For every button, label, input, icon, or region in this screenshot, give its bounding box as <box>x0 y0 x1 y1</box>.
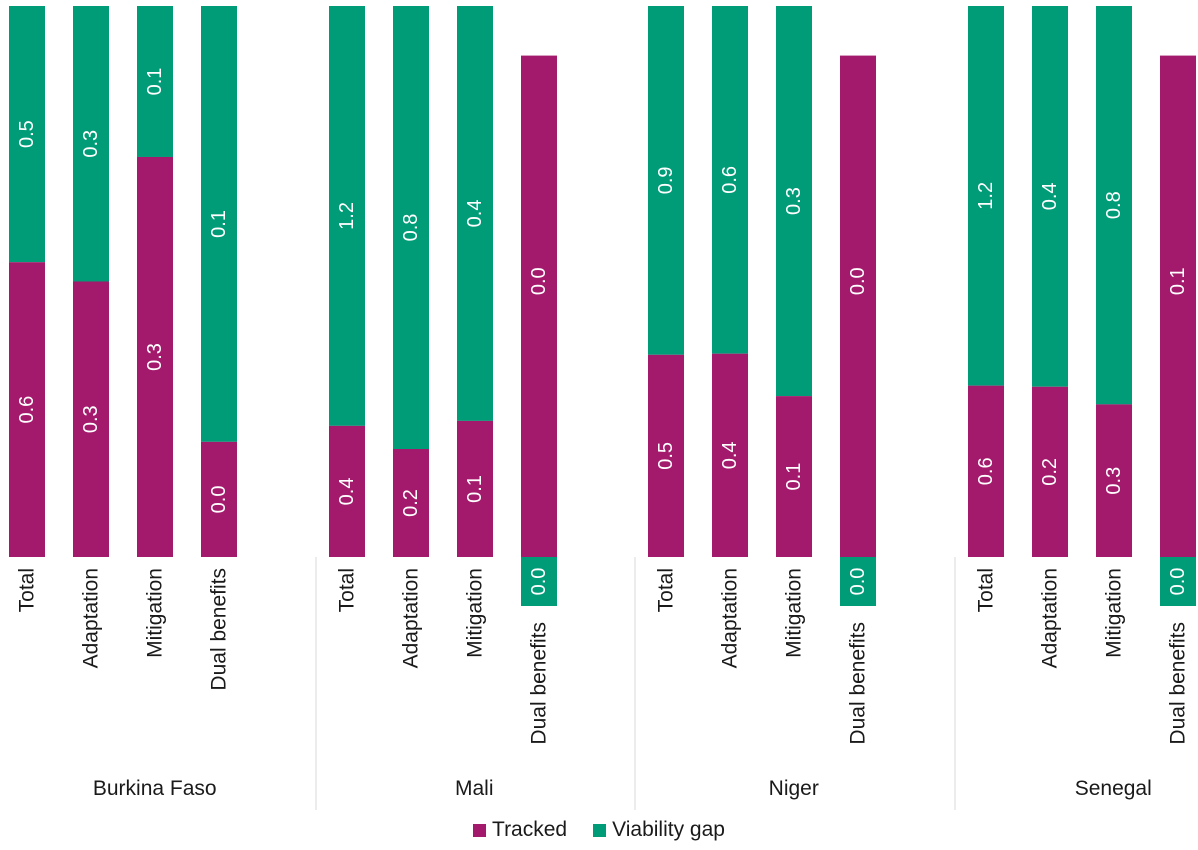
bar-label-tracked-burkina-faso-mitigation: 0.3 <box>144 343 166 371</box>
bar-gap-mali-adaptation <box>393 6 429 450</box>
legend-item-viability-gap: Viability gap <box>593 818 725 842</box>
category-label-senegal-mitigation: Mitigation <box>1103 568 1126 658</box>
group-label-mali: Mali <box>455 777 494 800</box>
bar-label-gap-burkina-faso-total: 0.5 <box>16 120 38 148</box>
bar-gap-burkina-faso-dual-benefits <box>201 6 237 442</box>
bar-gap-senegal-mitigation <box>1096 6 1132 405</box>
bar-label-gap-niger-adaptation: 0.6 <box>719 166 741 194</box>
bar-label-tracked-senegal-total: 0.6 <box>975 457 997 485</box>
bar-gap-burkina-faso-mitigation <box>137 6 173 157</box>
group-label-senegal: Senegal <box>1075 777 1152 800</box>
bar-label-gap-senegal-adaptation: 0.4 <box>1039 182 1061 210</box>
category-label-niger-dual-benefits: Dual benefits <box>847 622 870 745</box>
category-label-senegal-adaptation: Adaptation <box>1039 568 1062 668</box>
bar-tracked-burkina-faso-total <box>9 262 45 557</box>
bar-label-gap-burkina-faso-mitigation: 0.1 <box>144 68 166 96</box>
bar-label-gap-niger-mitigation: 0.3 <box>783 187 805 215</box>
bar-label-tracked-senegal-adaptation: 0.2 <box>1039 458 1061 486</box>
category-label-niger-adaptation: Adaptation <box>719 568 742 668</box>
bar-label-tracked-senegal-mitigation: 0.3 <box>1103 467 1125 495</box>
bar-tracked-senegal-adaptation <box>1032 386 1068 557</box>
bar-label-tracked-niger-adaptation: 0.4 <box>719 441 741 469</box>
bar-label-gap-senegal-mitigation: 0.8 <box>1103 191 1125 219</box>
bar-tracked-senegal-dual-benefits <box>1160 55 1196 558</box>
bar-label-gap-mali-mitigation: 0.4 <box>464 200 486 228</box>
category-label-mali-total: Total <box>336 568 359 612</box>
bar-label-gap-mali-total: 1.2 <box>336 202 358 230</box>
category-label-senegal-dual-benefits: Dual benefits <box>1167 622 1190 745</box>
bar-gap-senegal-dual-benefits <box>1160 557 1196 606</box>
bar-gap-burkina-faso-total <box>9 6 45 263</box>
category-label-senegal-total: Total <box>975 568 998 612</box>
bar-gap-burkina-faso-adaptation <box>73 6 109 282</box>
bar-gap-mali-mitigation <box>457 6 493 421</box>
bar-label-tracked-mali-mitigation: 0.1 <box>464 475 486 503</box>
category-label-burkina-faso-adaptation: Adaptation <box>80 568 103 668</box>
bar-gap-mali-total <box>329 6 365 426</box>
bar-label-tracked-burkina-faso-dual-benefits: 0.0 <box>208 486 230 514</box>
bar-tracked-senegal-total <box>968 385 1004 557</box>
bar-label-tracked-senegal-dual-benefits: 0.1 <box>1167 267 1189 295</box>
bar-label-gap-senegal-total: 1.2 <box>975 182 997 210</box>
category-label-mali-mitigation: Mitigation <box>464 568 487 658</box>
bar-gap-niger-dual-benefits <box>840 557 876 606</box>
category-label-niger-total: Total <box>655 568 678 612</box>
category-label-mali-dual-benefits: Dual benefits <box>528 622 551 745</box>
legend-item-tracked: Tracked <box>473 818 567 842</box>
bar-tracked-niger-total <box>648 354 684 557</box>
bar-label-tracked-niger-mitigation: 0.1 <box>783 463 805 491</box>
bar-gap-niger-adaptation <box>712 6 748 354</box>
bar-label-tracked-mali-dual-benefits: 0.0 <box>528 267 550 295</box>
bar-label-gap-burkina-faso-dual-benefits: 0.1 <box>208 210 230 238</box>
group-label-burkina-faso: Burkina Faso <box>93 777 217 800</box>
bar-label-gap-niger-total: 0.9 <box>655 166 677 194</box>
bar-gap-niger-mitigation <box>776 6 812 397</box>
category-label-mali-adaptation: Adaptation <box>400 568 423 668</box>
bar-tracked-mali-total <box>329 425 365 557</box>
bar-label-gap-mali-dual-benefits: 0.0 <box>528 568 550 596</box>
bar-label-gap-burkina-faso-adaptation: 0.3 <box>80 130 102 158</box>
bar-label-tracked-burkina-faso-total: 0.6 <box>16 396 38 424</box>
category-label-niger-mitigation: Mitigation <box>783 568 806 658</box>
legend-label-tracked: Tracked <box>492 818 568 841</box>
bar-tracked-burkina-faso-dual-benefits <box>201 441 237 557</box>
bar-tracked-senegal-mitigation <box>1096 404 1132 557</box>
bar-gap-senegal-adaptation <box>1032 6 1068 387</box>
bar-gap-senegal-total <box>968 6 1004 386</box>
legend: Tracked Viability gap <box>0 818 1198 842</box>
bar-tracked-burkina-faso-adaptation <box>73 281 109 557</box>
category-label-burkina-faso-dual-benefits: Dual benefits <box>208 568 231 691</box>
bar-tracked-niger-adaptation <box>712 353 748 557</box>
bar-label-tracked-burkina-faso-adaptation: 0.3 <box>80 405 102 433</box>
category-label-burkina-faso-mitigation: Mitigation <box>144 568 167 658</box>
legend-swatch-viability-gap <box>593 823 607 837</box>
bar-tracked-niger-mitigation <box>776 396 812 557</box>
bar-tracked-niger-dual-benefits <box>840 55 876 558</box>
bar-gap-mali-dual-benefits <box>521 557 557 606</box>
bar-label-tracked-niger-total: 0.5 <box>655 442 677 470</box>
bar-label-gap-senegal-dual-benefits: 0.0 <box>1167 568 1189 596</box>
bar-label-tracked-mali-total: 0.4 <box>336 478 358 506</box>
bar-gap-niger-total <box>648 6 684 355</box>
legend-label-viability-gap: Viability gap <box>612 818 725 841</box>
bar-tracked-burkina-faso-mitigation <box>137 156 173 557</box>
bar-label-gap-mali-adaptation: 0.8 <box>400 214 422 242</box>
legend-swatch-tracked <box>473 823 487 837</box>
bar-tracked-mali-mitigation <box>457 420 493 557</box>
bar-tracked-mali-adaptation <box>393 449 429 557</box>
bar-label-gap-niger-dual-benefits: 0.0 <box>847 568 869 596</box>
bar-label-tracked-niger-dual-benefits: 0.0 <box>847 267 869 295</box>
group-label-niger: Niger <box>769 777 819 800</box>
category-label-burkina-faso-total: Total <box>16 568 39 612</box>
bar-label-tracked-mali-adaptation: 0.2 <box>400 489 422 517</box>
bar-tracked-mali-dual-benefits <box>521 55 557 558</box>
